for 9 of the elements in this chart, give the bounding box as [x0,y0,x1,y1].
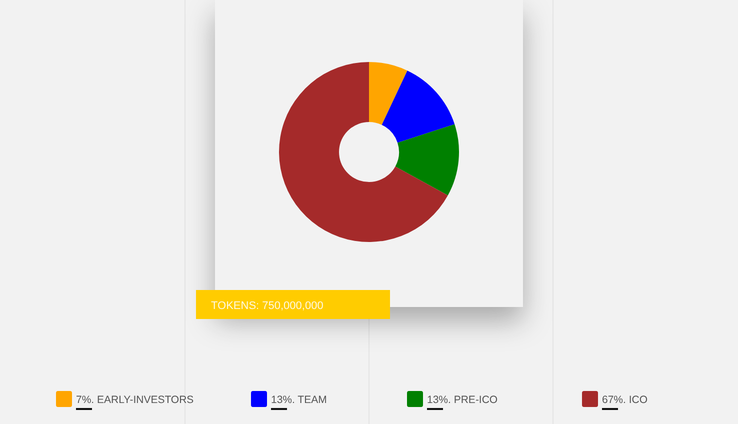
donut-slice [369,62,408,125]
donut-slice [279,62,448,242]
legend-label: 7%. EARLY-INVESTORS [76,394,194,406]
legend-label: 67%. ICO [602,394,648,406]
legend-label: 13%. PRE-ICO [427,394,498,406]
legend-label: 13%. TEAM [271,394,327,406]
text: TOKENS: 750,000,000 [211,300,324,312]
donut-slice [382,70,455,143]
donut-slice [395,124,459,196]
